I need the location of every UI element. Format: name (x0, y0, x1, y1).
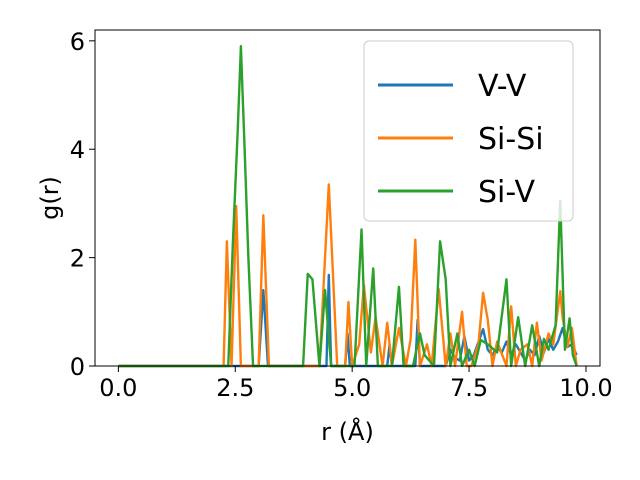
y-tick-label: 4 (70, 136, 85, 164)
legend-label: Si-Si (478, 122, 544, 157)
y-tick-label: 0 (70, 353, 85, 381)
x-axis-label: r (Å) (321, 417, 374, 446)
x-tick-label: 0.0 (99, 374, 137, 402)
legend: V-V Si-Si Si-V (363, 40, 574, 222)
x-tick-label: 5.0 (333, 374, 371, 402)
x-tick-label: 7.5 (450, 374, 488, 402)
plot-frame (94, 29, 601, 367)
legend-label: Si-V (478, 175, 535, 210)
y-tick-label: 2 (70, 245, 85, 273)
y-axis-label: g(r) (36, 176, 64, 220)
legend-label: V-V (478, 69, 527, 104)
y-tick-label: 6 (70, 28, 85, 56)
x-tick-label: 10.0 (559, 374, 612, 402)
axes-layer: 0.0 2.5 5.0 7.5 10.0 0 2 4 6 (70, 28, 613, 402)
x-tick-label: 2.5 (216, 374, 254, 402)
